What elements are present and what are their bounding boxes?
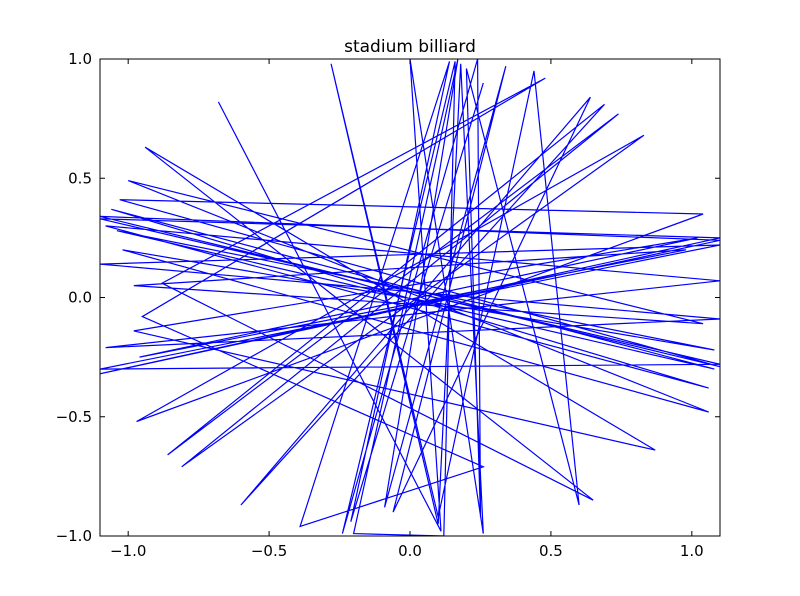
y-tick-label: −1.0 <box>56 527 92 545</box>
chart-title: stadium billiard <box>344 37 476 57</box>
y-tick-label: −0.5 <box>56 408 92 426</box>
x-tick-label: −1.0 <box>110 542 146 560</box>
x-axis: −1.0 −0.5 0.0 0.5 1.0 <box>110 59 704 560</box>
x-tick-label: 0.5 <box>539 542 563 560</box>
x-tick-label: 1.0 <box>680 542 704 560</box>
y-tick-label: 1.0 <box>68 50 92 68</box>
y-tick-label: 0.0 <box>68 289 92 307</box>
plot-area <box>99 58 721 537</box>
x-tick-label: −0.5 <box>251 542 287 560</box>
y-tick-label: 0.5 <box>68 169 92 187</box>
x-tick-label: 0.0 <box>398 542 422 560</box>
billiard-trajectory-line <box>100 59 720 536</box>
y-axis: −1.0 −0.5 0.0 0.5 1.0 <box>56 50 720 545</box>
